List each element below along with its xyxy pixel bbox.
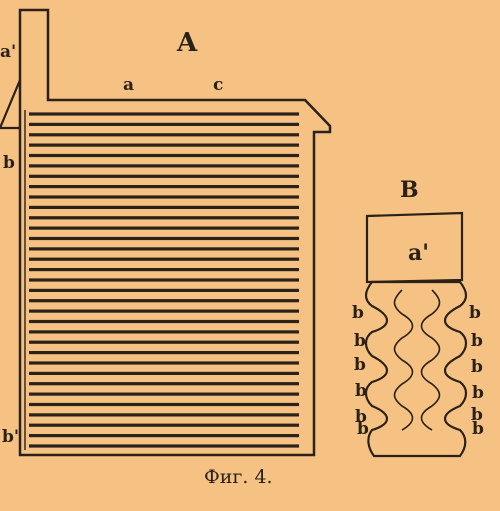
plate-17 (29, 278, 299, 282)
part-b: B a' b b b b b b b b b b b b (352, 177, 484, 458)
plate-14 (29, 247, 299, 251)
plate-19 (29, 299, 299, 303)
labels-b-left: b b b b b b (352, 303, 369, 439)
title-b: B (400, 177, 419, 203)
label-b-right-1: b (469, 303, 481, 323)
label-b-left-3: b (354, 355, 366, 375)
title-a: A (176, 28, 198, 58)
case-a-outline (18, 8, 332, 457)
plate-22 (29, 330, 299, 334)
plate-4 (29, 143, 299, 147)
label-c-top: c (213, 75, 223, 95)
plate-8 (29, 185, 299, 189)
figure-caption: Фиг. 4. (204, 466, 273, 488)
label-b-left-4: b (355, 381, 367, 401)
plate-24 (29, 351, 299, 355)
plate-28 (29, 392, 299, 396)
label-b-left-2: b (354, 331, 366, 351)
plate-21 (29, 319, 299, 324)
plate-20 (29, 309, 299, 313)
label-b-left-5: b (355, 407, 367, 427)
part-a: A a c a' b b' (0, 8, 332, 457)
block-b (365, 211, 464, 284)
plate-5 (29, 153, 299, 158)
plate-32 (29, 434, 299, 438)
plate-26 (29, 371, 299, 375)
corrugated-plate (364, 280, 468, 458)
case-a-left-wing (0, 79, 22, 130)
label-b-right-6: b (472, 419, 484, 439)
label-a-prime-left: a' (0, 42, 16, 62)
plate-15 (29, 257, 299, 261)
plate-31 (29, 423, 299, 427)
plate-25 (29, 361, 299, 365)
label-b-prime-left: b' (2, 427, 19, 447)
label-b-left-1: b (352, 303, 364, 323)
plate-9 (29, 195, 299, 199)
label-a-prime-block: a' (408, 240, 429, 266)
labels-b-right: b b b b b b (469, 303, 484, 439)
label-b-left: b (3, 153, 15, 173)
label-b-right-3: b (471, 357, 483, 377)
corrugated-inner-right (420, 289, 441, 431)
plate-13 (29, 236, 299, 241)
plate-12 (29, 226, 299, 230)
plate-29 (29, 402, 299, 407)
plate-6 (29, 164, 299, 168)
plate-18 (29, 288, 299, 292)
plate-1 (29, 112, 299, 116)
corrugated-inner-left (393, 289, 414, 431)
plate-23 (29, 340, 299, 344)
plate-30 (29, 413, 299, 417)
plate-3 (29, 133, 299, 137)
plate-2 (29, 122, 299, 126)
plate-stack (29, 112, 299, 448)
label-a-top: a (123, 75, 134, 95)
label-b-right-4: b (472, 383, 484, 403)
label-b-right-5: b (471, 405, 483, 425)
plate-11 (29, 216, 299, 220)
plate-27 (29, 382, 299, 386)
label-b-left-6: b (357, 419, 369, 439)
plate-16 (29, 268, 299, 272)
plate-33 (29, 444, 299, 448)
label-b-right-2: b (471, 331, 483, 351)
plate-7 (29, 174, 299, 178)
plate-10 (29, 205, 299, 209)
